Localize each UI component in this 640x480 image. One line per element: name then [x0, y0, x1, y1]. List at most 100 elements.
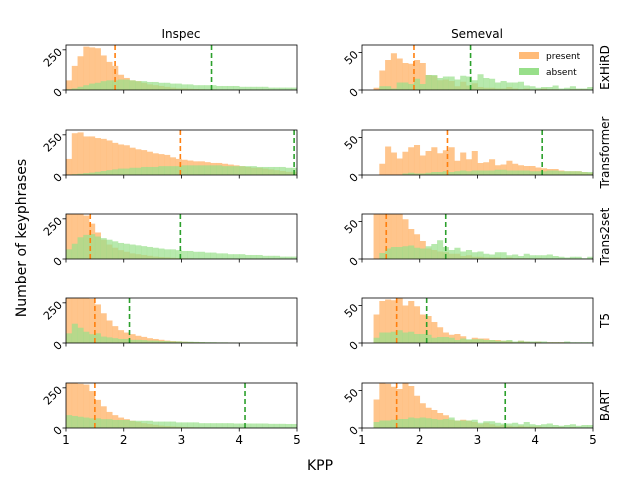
absent-bar [425, 418, 432, 428]
absent-bar [71, 88, 78, 90]
present-bar [396, 214, 403, 259]
absent-bar [419, 334, 426, 343]
absent-bar [198, 251, 205, 259]
absent-bar [483, 340, 490, 343]
present-bar [465, 159, 473, 175]
absent-bar [89, 418, 96, 428]
absent-bar [198, 342, 205, 343]
absent-bar [135, 81, 142, 90]
absent-bar [135, 339, 142, 343]
absent-bar [442, 171, 449, 175]
absent-bar [164, 421, 171, 428]
absent-bar [587, 172, 593, 175]
absent-bar [385, 248, 392, 259]
absent-bar [471, 339, 478, 343]
x-tick-label: 3 [474, 433, 482, 447]
absent-bar [279, 166, 286, 175]
absent-bar [221, 85, 229, 90]
absent-bar [233, 254, 240, 259]
y-tick-label: 50 [342, 48, 361, 67]
present-bar [135, 149, 142, 175]
absent-bar [135, 245, 142, 259]
absent-bar [210, 252, 217, 259]
absent-bar [535, 171, 542, 175]
absent-bar [494, 252, 501, 259]
absent-bar [523, 253, 530, 259]
present-bar [135, 335, 142, 343]
absent-bar [413, 334, 421, 343]
absent-bar [187, 84, 194, 90]
absent-bar [379, 86, 386, 90]
absent-bar [575, 425, 582, 428]
y-tick-label: 250 [41, 299, 65, 323]
absent-bar [448, 172, 455, 175]
absent-bar [146, 166, 153, 175]
present-bar [437, 153, 444, 175]
absent-bar [83, 417, 90, 428]
absent-bar [512, 170, 519, 175]
absent-bar [408, 172, 415, 175]
absent-bar [198, 85, 205, 90]
absent-bar [210, 423, 217, 428]
absent-bar [581, 425, 588, 428]
present-bar [379, 163, 386, 175]
present-bar [94, 304, 101, 343]
present-bar [123, 332, 130, 343]
present-bar [413, 395, 421, 428]
absent-bar [454, 340, 461, 343]
absent-bar [465, 250, 473, 259]
row-label-t5: T5 [598, 313, 612, 329]
y-tick-label: 0 [51, 86, 65, 100]
absent-bar [437, 78, 444, 90]
absent-bar [489, 78, 496, 90]
present-bar [100, 138, 107, 175]
absent-bar [512, 422, 519, 428]
present-bar [164, 154, 171, 175]
absent-bar [529, 86, 536, 90]
absent-bar [227, 166, 234, 175]
panel-trans2set-semeval: 0 50 Trans2set [342, 207, 612, 269]
absent-bar [419, 84, 426, 90]
absent-bar [181, 341, 188, 343]
absent-bar [373, 337, 380, 343]
present-bar [385, 383, 392, 428]
absent-bar [146, 81, 153, 90]
absent-bar [413, 78, 421, 90]
absent-bar [285, 423, 292, 428]
absent-bar [413, 418, 421, 428]
absent-bar [569, 171, 576, 175]
present-bar [66, 80, 73, 90]
absent-bar [390, 331, 397, 343]
absent-bar [245, 166, 252, 175]
absent-bar [523, 85, 530, 90]
absent-bar [402, 246, 409, 259]
absent-bar [437, 419, 444, 428]
absent-bar [500, 252, 507, 259]
absent-bar [587, 256, 593, 259]
y-tick-label: 250 [41, 131, 65, 155]
absent-bar [448, 337, 455, 343]
absent-bar [431, 337, 438, 343]
absent-bar [77, 86, 84, 90]
absent-bar [396, 419, 403, 428]
absent-bar [158, 166, 165, 175]
absent-bar [523, 170, 530, 175]
y-tick-label: 0 [347, 339, 361, 353]
absent-bar [164, 341, 171, 343]
absent-bar [558, 171, 565, 175]
present-bar [396, 158, 403, 175]
row-label-transformer: Transformer [598, 116, 612, 189]
column-title-semeval: Semeval [451, 27, 503, 41]
absent-bar [268, 255, 275, 259]
absent-bar [164, 249, 171, 259]
absent-bar [558, 256, 565, 259]
absent-bar [437, 240, 444, 259]
absent-bar [373, 422, 380, 428]
absent-bar [419, 173, 426, 175]
absent-bar [117, 419, 125, 428]
absent-bar [517, 170, 524, 175]
absent-bar [575, 256, 582, 259]
absent-bar [83, 234, 90, 259]
absent-bar [569, 256, 576, 259]
present-bar [402, 383, 409, 428]
